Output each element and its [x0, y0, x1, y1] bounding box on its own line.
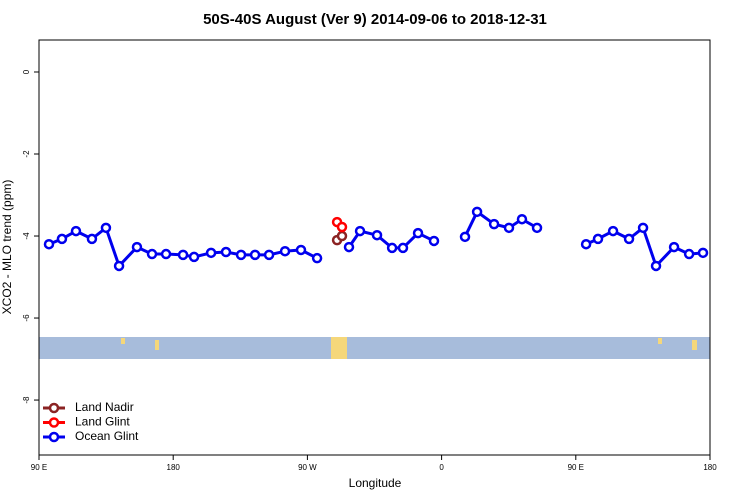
data-point: [177, 249, 189, 261]
data-point: [386, 242, 398, 254]
data-point: [249, 249, 261, 261]
data-point: [146, 248, 158, 260]
data-point: [336, 230, 348, 242]
data-point: [516, 213, 528, 225]
x-tick-label: 180: [167, 463, 181, 472]
chart-title: 50S-40S August (Ver 9) 2014-09-06 to 201…: [203, 11, 547, 28]
legend-marker: [48, 402, 60, 414]
data-point: [650, 260, 662, 272]
legend-marker: [48, 431, 60, 443]
data-point: [160, 248, 172, 260]
data-point: [131, 241, 143, 253]
x-tick-label: 90 E: [31, 463, 47, 472]
legend-marker: [48, 417, 60, 428]
x-axis-label: Longitude: [349, 476, 402, 490]
data-point: [371, 229, 383, 241]
data-point: [86, 233, 98, 245]
data-point: [70, 225, 82, 237]
data-point: [220, 246, 232, 258]
data-point: [295, 244, 307, 256]
data-point: [113, 260, 125, 272]
data-point: [43, 238, 55, 250]
data-point: [623, 233, 635, 245]
data-point: [188, 251, 200, 263]
data-point: [637, 222, 649, 234]
data-point: [100, 222, 112, 234]
y-tick-label: -2: [22, 150, 31, 158]
data-point: [580, 238, 592, 250]
y-tick-label: -4: [22, 232, 31, 240]
x-tick-label: 0: [439, 463, 444, 472]
data-point: [336, 221, 348, 233]
data-point: [471, 206, 483, 218]
data-point: [488, 218, 500, 230]
data-point: [412, 227, 424, 239]
data-point: [205, 247, 217, 259]
data-point: [459, 231, 471, 243]
data-point: [397, 242, 409, 254]
data-point: [531, 222, 543, 234]
x-tick-label: 180: [703, 463, 717, 472]
plot-frame: [38, 39, 711, 456]
data-point: [343, 241, 355, 253]
data-point: [697, 247, 709, 259]
legend-label: Land Glint: [75, 415, 130, 429]
y-tick-label: 0: [22, 69, 31, 74]
data-point: [503, 222, 515, 234]
data-point: [592, 233, 604, 245]
data-point: [354, 225, 366, 237]
legend-label: Ocean Glint: [75, 429, 139, 443]
data-point: [311, 252, 323, 264]
data-point: [428, 235, 440, 247]
x-tick-label: 90 W: [298, 463, 317, 472]
data-point: [683, 248, 695, 260]
data-point: [263, 249, 275, 261]
data-point: [235, 249, 247, 261]
legend-label: Land Nadir: [75, 400, 134, 414]
y-tick-label: -6: [22, 314, 31, 322]
y-axis-label: XCO2 - MLO trend (ppm): [0, 180, 14, 315]
data-point: [668, 241, 680, 253]
data-point: [607, 225, 619, 237]
data-point: [279, 245, 291, 257]
data-point: [56, 233, 68, 245]
x-tick-label: 90 E: [568, 463, 584, 472]
land-band: [39, 337, 710, 359]
y-tick-label: -8: [22, 396, 31, 404]
